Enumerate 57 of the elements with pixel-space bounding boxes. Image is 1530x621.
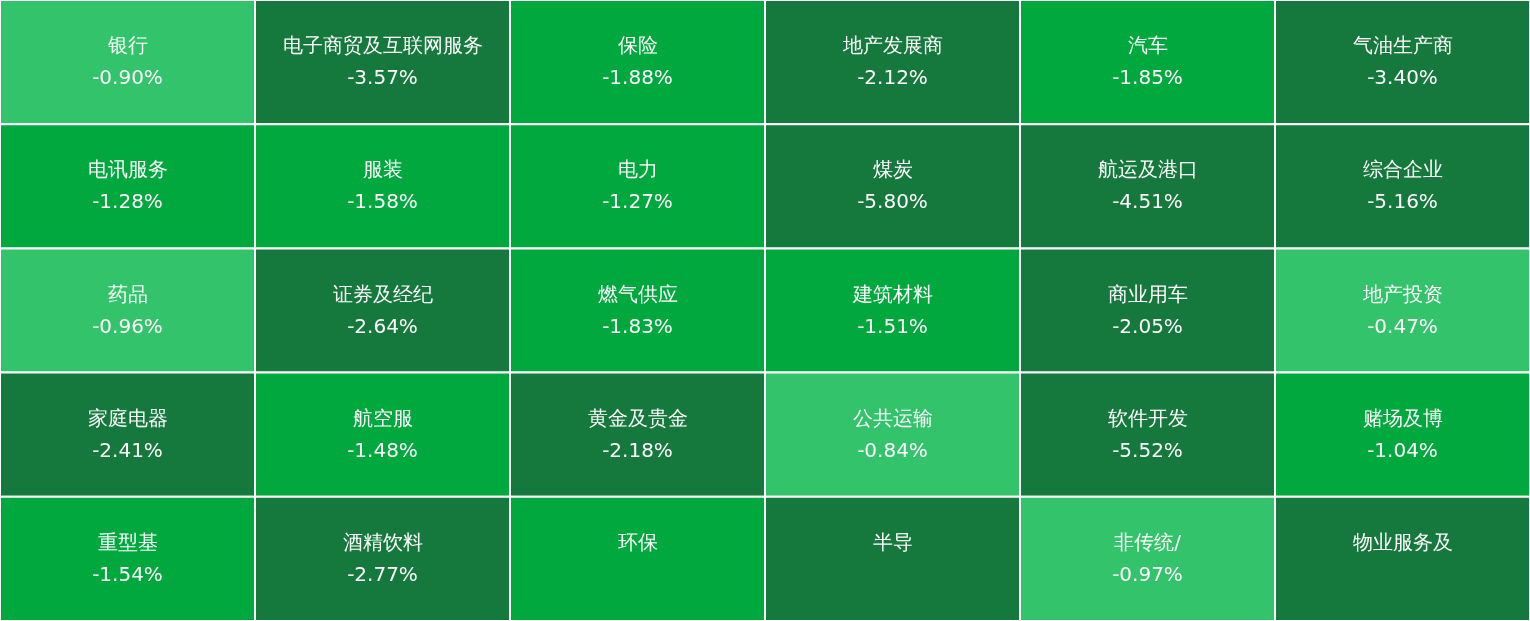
- data-label: -1.28%: [92, 189, 163, 214]
- category-label: 商业用车: [1107, 281, 1188, 306]
- category-label: 电讯服务: [87, 157, 168, 182]
- data-label: -5.80%: [857, 189, 928, 214]
- category-label: 航空服: [352, 405, 413, 430]
- category-label: 燃气供应: [597, 281, 678, 306]
- category-label: 环保: [617, 529, 658, 554]
- data-label: -0.97%: [1112, 561, 1183, 586]
- data-label: -1.58%: [347, 189, 418, 214]
- data-label: -3.40%: [1367, 65, 1438, 90]
- data-label: -4.51%: [1112, 189, 1183, 214]
- category-label: 建筑材料: [851, 281, 933, 306]
- category-label: 半导: [872, 529, 913, 554]
- data-label: -1.83%: [602, 313, 673, 338]
- category-label: 航运及港口: [1097, 157, 1198, 182]
- category-label: 黄金及贵金: [587, 405, 688, 430]
- category-label: 酒精饮料: [342, 529, 423, 554]
- category-label: 软件开发: [1107, 405, 1188, 430]
- data-label: -1.54%: [92, 561, 163, 586]
- data-label: -2.18%: [602, 437, 673, 462]
- data-label: -2.12%: [857, 65, 928, 90]
- data-label: -2.64%: [347, 313, 418, 338]
- data-label: -1.85%: [1112, 65, 1183, 90]
- category-label: 煤炭: [872, 157, 913, 182]
- category-label: 电力: [617, 157, 658, 182]
- category-label: 证券及经纪: [332, 281, 433, 306]
- category-label: 气油生产商: [1352, 33, 1453, 58]
- category-label: 电子商贸及互联网服务: [282, 33, 483, 58]
- category-label: 地产发展商: [841, 33, 943, 58]
- data-label: -0.96%: [92, 313, 163, 338]
- category-label: 赌场及博: [1362, 405, 1443, 430]
- category-label: 公共运输: [852, 405, 933, 430]
- category-label: 汽车: [1127, 33, 1168, 58]
- category-label: 物业服务及: [1352, 529, 1453, 554]
- category-label: 服装: [362, 157, 403, 182]
- category-label: 家庭电器: [87, 405, 168, 430]
- data-label: -1.51%: [857, 313, 928, 338]
- category-label: 银行: [106, 33, 148, 58]
- data-label: -0.84%: [857, 437, 928, 462]
- category-label: 综合企业: [1362, 157, 1443, 182]
- data-label: -1.27%: [602, 189, 673, 214]
- data-label: -0.47%: [1367, 313, 1438, 338]
- data-label: -5.16%: [1367, 189, 1438, 214]
- data-label: -1.48%: [347, 437, 418, 462]
- category-label: 保险: [617, 33, 658, 58]
- data-label: -2.05%: [1112, 313, 1183, 338]
- data-label: -2.41%: [92, 437, 163, 462]
- data-label: -1.04%: [1367, 437, 1438, 462]
- category-label: 药品: [107, 281, 148, 306]
- category-label: 非传统/: [1114, 529, 1182, 554]
- data-label: -1.88%: [602, 65, 673, 90]
- category-label: 地产投资: [1361, 281, 1443, 306]
- data-label: -5.52%: [1112, 437, 1183, 462]
- data-label: -0.90%: [92, 65, 163, 90]
- category-label: 重型基: [97, 529, 158, 554]
- data-label: -2.77%: [347, 561, 418, 586]
- data-label: -3.57%: [347, 65, 418, 90]
